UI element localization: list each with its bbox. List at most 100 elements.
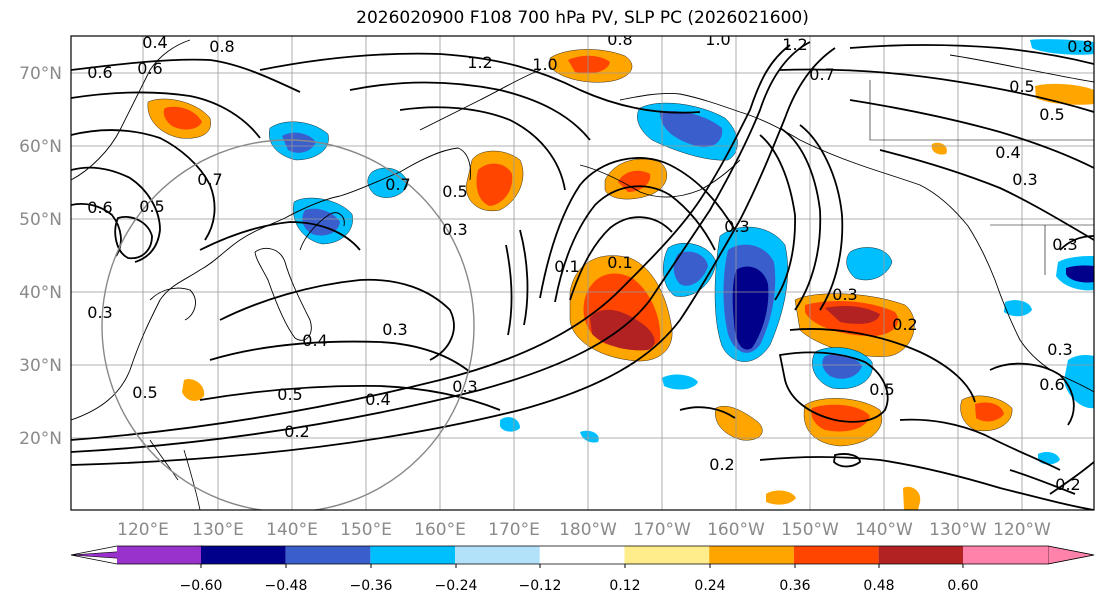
pv-anomaly-positive bbox=[766, 490, 796, 505]
contour-label: 0.7 bbox=[809, 65, 834, 84]
colorbar-tick-label: −0.48 bbox=[265, 578, 308, 594]
longitude-label: 120°E bbox=[117, 520, 169, 540]
longitude-label: 150°W bbox=[781, 520, 839, 540]
pv-anomaly-positive bbox=[975, 402, 1004, 422]
colorbar-swatch bbox=[370, 546, 456, 564]
longitude-label: 180°W bbox=[559, 520, 617, 540]
graticule bbox=[71, 36, 1094, 510]
longitude-label: 120°W bbox=[993, 520, 1051, 540]
contour-label: 0.4 bbox=[995, 143, 1020, 162]
contour-labels: 0.30.40.60.81.2 1.00.8 1.0 1.20.70.60.50.40… bbox=[87, 30, 1092, 494]
pv-anomaly-positive bbox=[476, 163, 513, 206]
latitude-label: 20°N bbox=[19, 429, 62, 449]
pv-anomaly-positive bbox=[568, 55, 610, 74]
longitude-labels: 120°E 130°E 140°E 150°E 160°E 170°E 180°W 170°W… bbox=[117, 520, 1051, 540]
contour-label: 0.3 bbox=[1047, 340, 1072, 359]
contour-label: 0.7 bbox=[385, 175, 410, 194]
colorbar-tick-label: −0.36 bbox=[350, 578, 393, 594]
latitude-labels: 70°N 60°N 50°N 40°N 30°N 20°N bbox=[19, 64, 62, 449]
contour-label: 0.6 bbox=[137, 59, 162, 78]
pv-anomaly-negative bbox=[846, 247, 893, 281]
colorbar-swatch bbox=[117, 546, 201, 564]
pv-anomaly-positive bbox=[825, 306, 880, 324]
pv-anomaly-negative bbox=[732, 266, 769, 350]
colorbar-tick-label: 0.24 bbox=[694, 578, 725, 594]
contour-label: 0.3 bbox=[832, 285, 857, 304]
latitude-label: 50°N bbox=[19, 210, 62, 230]
contour-label: 0.5 bbox=[139, 197, 164, 216]
longitude-label: 130°W bbox=[929, 520, 987, 540]
colorbar-swatch bbox=[793, 546, 879, 564]
contour-label: 0.5 bbox=[1009, 77, 1034, 96]
longitude-label: 170°W bbox=[633, 520, 691, 540]
colorbar-swatch bbox=[455, 546, 540, 564]
reference-circle bbox=[101, 139, 475, 510]
colorbar-tick-label: 0.60 bbox=[947, 578, 978, 594]
contour-label: 0.5 bbox=[277, 385, 302, 404]
colorbar-swatch bbox=[709, 546, 794, 564]
contour-label: 0.3 bbox=[1012, 170, 1037, 189]
colorbar-swatch bbox=[878, 546, 964, 564]
pv-anomaly-negative bbox=[580, 430, 599, 443]
contour-label: 0.6 bbox=[87, 63, 112, 82]
contour-label: 0.3 bbox=[382, 320, 407, 339]
pv-anomaly-negative bbox=[1066, 265, 1094, 283]
longitude-label: 140°W bbox=[855, 520, 913, 540]
contour-label: 0.3 bbox=[724, 217, 749, 236]
colorbar-ticks: −0.60 −0.48 −0.36 −0.24 −0.12 0.12 0.24 0.36 0.4… bbox=[180, 564, 979, 594]
pv-anomaly-negative bbox=[500, 417, 520, 432]
colorbar-tick-label: −0.12 bbox=[519, 578, 562, 594]
pv-anomaly-positive bbox=[811, 404, 870, 432]
colorbar-tick-label: 0.36 bbox=[779, 578, 810, 594]
latitude-label: 60°N bbox=[19, 137, 62, 157]
coastlines bbox=[71, 39, 1094, 510]
pv-anomaly-positive bbox=[163, 106, 202, 130]
contour-label: 0.2 bbox=[892, 315, 917, 334]
contour-label: 0.8 bbox=[1067, 37, 1092, 56]
contour-label: 1.2 bbox=[782, 35, 807, 54]
contour-label: 0.8 bbox=[209, 37, 234, 56]
contour-label: 0.6 bbox=[1039, 375, 1064, 394]
longitude-label: 160°E bbox=[414, 520, 466, 540]
colorbar bbox=[70, 545, 1095, 565]
colorbar-tick-label: −0.60 bbox=[180, 578, 223, 594]
pv-anomaly-negative bbox=[673, 251, 708, 286]
colorbar-outline bbox=[70, 545, 1095, 565]
colorbar-tick-label: −0.24 bbox=[435, 578, 478, 594]
contour-label: 0.6 bbox=[87, 198, 112, 217]
colorbar-tick-label: 0.12 bbox=[609, 578, 640, 594]
longitude-label: 170°E bbox=[488, 520, 540, 540]
contour-label: 0.3 bbox=[442, 220, 467, 239]
pv-shading bbox=[147, 39, 1094, 510]
pv-anomaly-negative bbox=[662, 374, 698, 390]
latitude-label: 30°N bbox=[19, 356, 62, 376]
latitude-label: 70°N bbox=[19, 64, 62, 84]
pv-anomaly-negative bbox=[282, 132, 316, 153]
pv-anomaly-negative bbox=[822, 354, 862, 379]
map-title: 2026020900 F108 700 hPa PV, SLP PC (2026… bbox=[356, 8, 809, 28]
colorbar-swatch bbox=[539, 546, 625, 564]
contour-label: 0.4 bbox=[302, 331, 327, 350]
colorbar-swatch bbox=[201, 546, 286, 564]
contour-label: 1.0 bbox=[705, 30, 730, 49]
pv-anomaly-positive bbox=[590, 309, 655, 351]
contour-label: 0.1 bbox=[554, 257, 579, 276]
pv-anomaly-positive bbox=[903, 486, 921, 510]
pv-anomaly-negative bbox=[1030, 39, 1094, 55]
contour-label: 0.2 bbox=[709, 455, 734, 474]
contour-label: 0.5 bbox=[442, 182, 467, 201]
contour-label: 0.5 bbox=[869, 380, 894, 399]
longitude-label: 130°E bbox=[192, 520, 244, 540]
map-frame bbox=[70, 35, 1095, 511]
longitude-label: 160°W bbox=[707, 520, 765, 540]
contour-label: 0.5 bbox=[132, 383, 157, 402]
contour-label: 0.7 bbox=[197, 170, 222, 189]
colorbar-tick-label: 0.48 bbox=[863, 578, 894, 594]
contour-label: 0.2 bbox=[1055, 475, 1080, 494]
contour-label: 0.2 bbox=[284, 422, 309, 441]
colorbar-extend-max bbox=[1047, 545, 1095, 565]
contour-label: 1.2 bbox=[467, 53, 492, 72]
contour-label: 0.8 bbox=[607, 30, 632, 49]
pv-anomaly-negative bbox=[660, 110, 723, 148]
